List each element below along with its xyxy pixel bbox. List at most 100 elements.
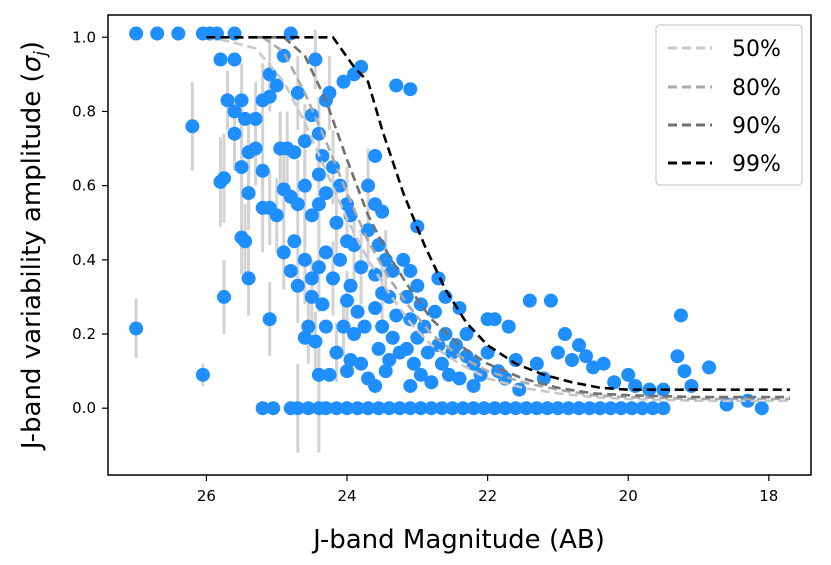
data-point [564,353,579,367]
curve-80pct [234,36,790,401]
x-tick-label: 24 [337,487,356,505]
data-point [269,208,284,223]
data-point [572,401,587,416]
data-point [410,330,425,345]
data-point [529,356,544,371]
data-point [487,401,502,416]
data-point [195,367,210,382]
data-point [361,401,376,416]
data-point [501,319,516,334]
data-point [550,401,565,416]
data-point [322,367,337,382]
data-point [297,178,312,193]
data-point [336,74,351,89]
data-point [304,208,319,223]
data-point [325,271,340,286]
x-axis-ticks: 26 24 22 20 18 [197,475,778,505]
data-point [445,401,460,416]
data-point [311,260,326,275]
data-point [371,341,386,356]
data-point [304,289,319,304]
data-point [368,148,383,163]
data-point [241,186,256,201]
data-point [368,301,383,316]
data-point [287,234,302,249]
data-point [410,278,425,293]
data-point [508,353,523,367]
data-point [498,401,513,416]
point-layer [129,26,769,416]
data-point [403,82,418,97]
x-tick-label: 20 [619,487,638,505]
plot-frame [107,14,812,476]
data-point [343,278,358,293]
x-tick-label: 22 [478,487,497,505]
y-tick-label: 1.0 [72,28,96,46]
data-point [238,234,253,249]
data-point [754,401,769,416]
data-point [582,401,597,416]
data-point [403,312,418,327]
data-point [456,401,471,416]
data-point [227,126,242,141]
data-point [448,338,463,353]
data-point [702,360,717,375]
y-tick-label: 0.0 [72,399,96,417]
data-point [424,375,439,390]
data-point [579,349,594,364]
data-point [354,260,369,275]
data-point [276,245,291,260]
data-point [459,327,474,342]
data-point [318,245,333,260]
data-point [540,401,555,416]
data-point [290,85,305,100]
data-point [283,263,298,278]
data-point [297,330,312,345]
data-point [385,330,400,345]
y-tick-label: 0.4 [72,251,96,269]
data-point [350,401,365,416]
legend-box [655,24,803,186]
data-point [238,111,253,126]
data-point [427,304,442,319]
data-point [332,252,347,267]
data-point [670,349,685,364]
data-point [329,345,344,360]
data-point [561,401,576,416]
data-point [318,319,333,334]
data-point [406,356,421,371]
y-tick-label: 0.2 [72,325,96,343]
data-point [487,312,502,327]
data-point [343,353,358,367]
data-point [347,327,362,342]
data-point [361,178,376,193]
data-point [382,353,397,367]
data-point [255,93,270,108]
data-point [318,401,333,416]
data-point [624,401,639,416]
data-point [480,345,495,360]
data-point [150,26,165,41]
data-point [586,360,601,375]
data-point [522,293,537,308]
curve-99pct [206,36,790,391]
y-tick-label: 0.8 [72,102,96,120]
data-point [466,401,481,416]
data-point [403,401,418,416]
data-point [248,111,263,126]
data-point [340,401,355,416]
data-point [185,119,200,134]
data-point [677,364,692,379]
curve-50pct [206,36,790,403]
data-point [350,304,365,319]
data-point [403,378,418,393]
data-point [519,401,534,416]
data-point [290,197,305,212]
data-point [557,327,572,342]
data-point [596,356,611,371]
y-axis-label: J-band variability amplitude (σj) [17,41,51,451]
data-point [371,401,386,416]
data-point [255,401,270,416]
data-point [413,367,428,382]
